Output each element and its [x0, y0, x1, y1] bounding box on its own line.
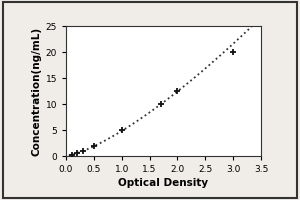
X-axis label: Optical Density: Optical Density [118, 178, 208, 188]
Y-axis label: Concentration(ng/mL): Concentration(ng/mL) [31, 26, 41, 156]
